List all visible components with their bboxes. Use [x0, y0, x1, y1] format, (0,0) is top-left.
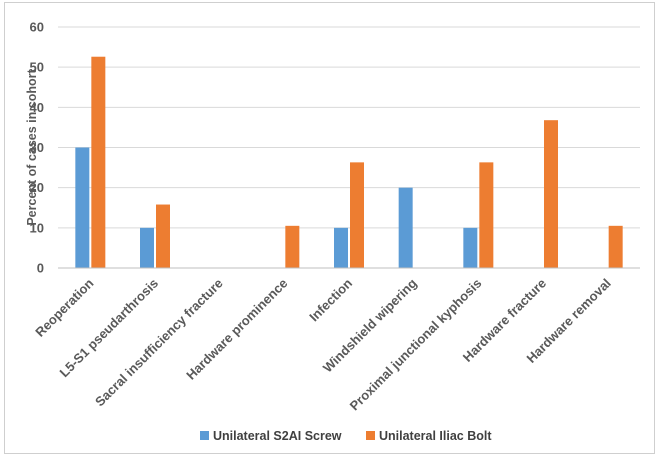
legend-swatch [200, 431, 209, 440]
y-tick-label: 30 [30, 140, 44, 155]
bar-s2ai-screw [398, 187, 413, 268]
bar-iliac-bolt [285, 225, 300, 268]
y-tick-label: 20 [30, 180, 44, 195]
x-tick-label: Proximal junctional kyphosis [347, 276, 485, 414]
legend-swatch [366, 431, 375, 440]
y-tick-label: 0 [37, 261, 44, 276]
y-tick-label: 60 [30, 20, 44, 35]
y-tick-label: 50 [30, 60, 44, 75]
legend-label: Unilateral Iliac Bolt [379, 429, 492, 443]
legend: Unilateral S2AI Screw Unilateral Iliac Bo… [200, 429, 492, 443]
legend-label: Unilateral S2AI Screw [213, 429, 342, 443]
bar-iliac-bolt [156, 204, 170, 268]
y-tick-label: 40 [30, 100, 44, 115]
bar-s2ai-screw [463, 227, 478, 268]
x-tick-label: Sacral insufficiency fracture [92, 276, 226, 410]
y-axis-label: Percent of cases in cohort [25, 69, 39, 226]
bar-iliac-bolt [544, 120, 558, 268]
y-tick-label: 10 [30, 220, 44, 235]
y-tick-labels: 0 10 20 30 40 50 60 [30, 20, 44, 276]
bar-iliac-bolt [479, 162, 494, 268]
bar-s2ai-screw [334, 227, 348, 268]
gridlines [58, 26, 640, 229]
x-tick-label: Infection [306, 275, 355, 324]
bar-iliac-bolt [608, 225, 623, 268]
bars [75, 56, 623, 269]
bar-s2ai-screw [140, 227, 154, 268]
bar-iliac-bolt [91, 56, 106, 269]
x-tick-label: Reoperation [32, 275, 96, 339]
bar-s2ai-screw [75, 147, 90, 268]
bar-iliac-bolt [350, 162, 364, 268]
